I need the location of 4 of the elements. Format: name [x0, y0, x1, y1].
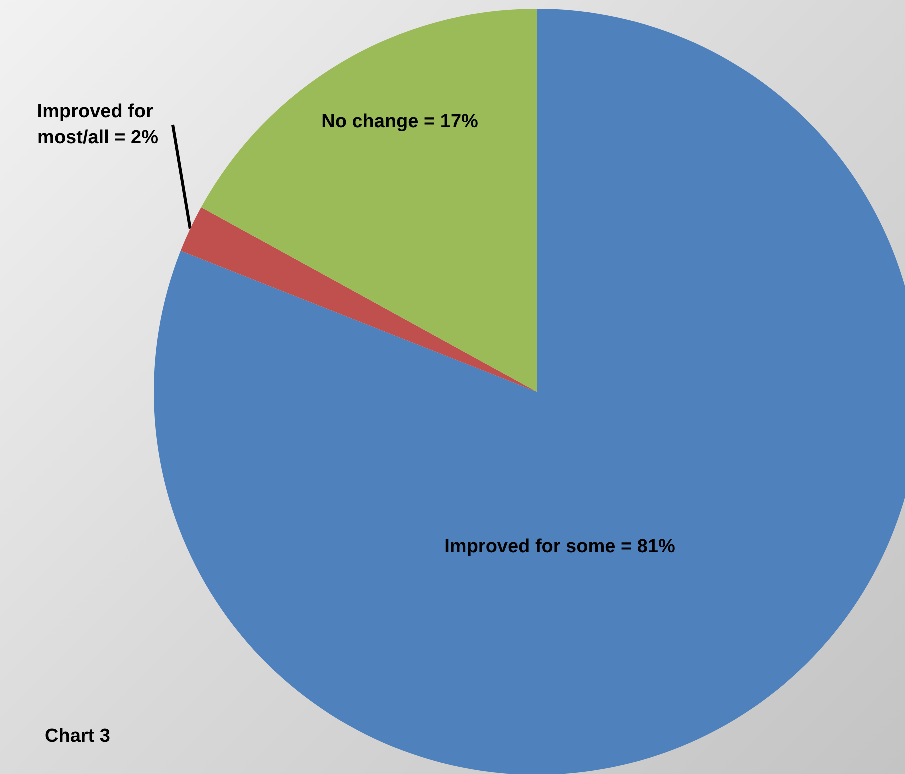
slice-label: Improved for some = 81%	[444, 536, 676, 558]
slice-label: No change = 17%	[322, 112, 479, 132]
caption: Chart 3	[45, 726, 110, 747]
slice-label: Improved for most/all = 2%	[37, 102, 159, 148]
